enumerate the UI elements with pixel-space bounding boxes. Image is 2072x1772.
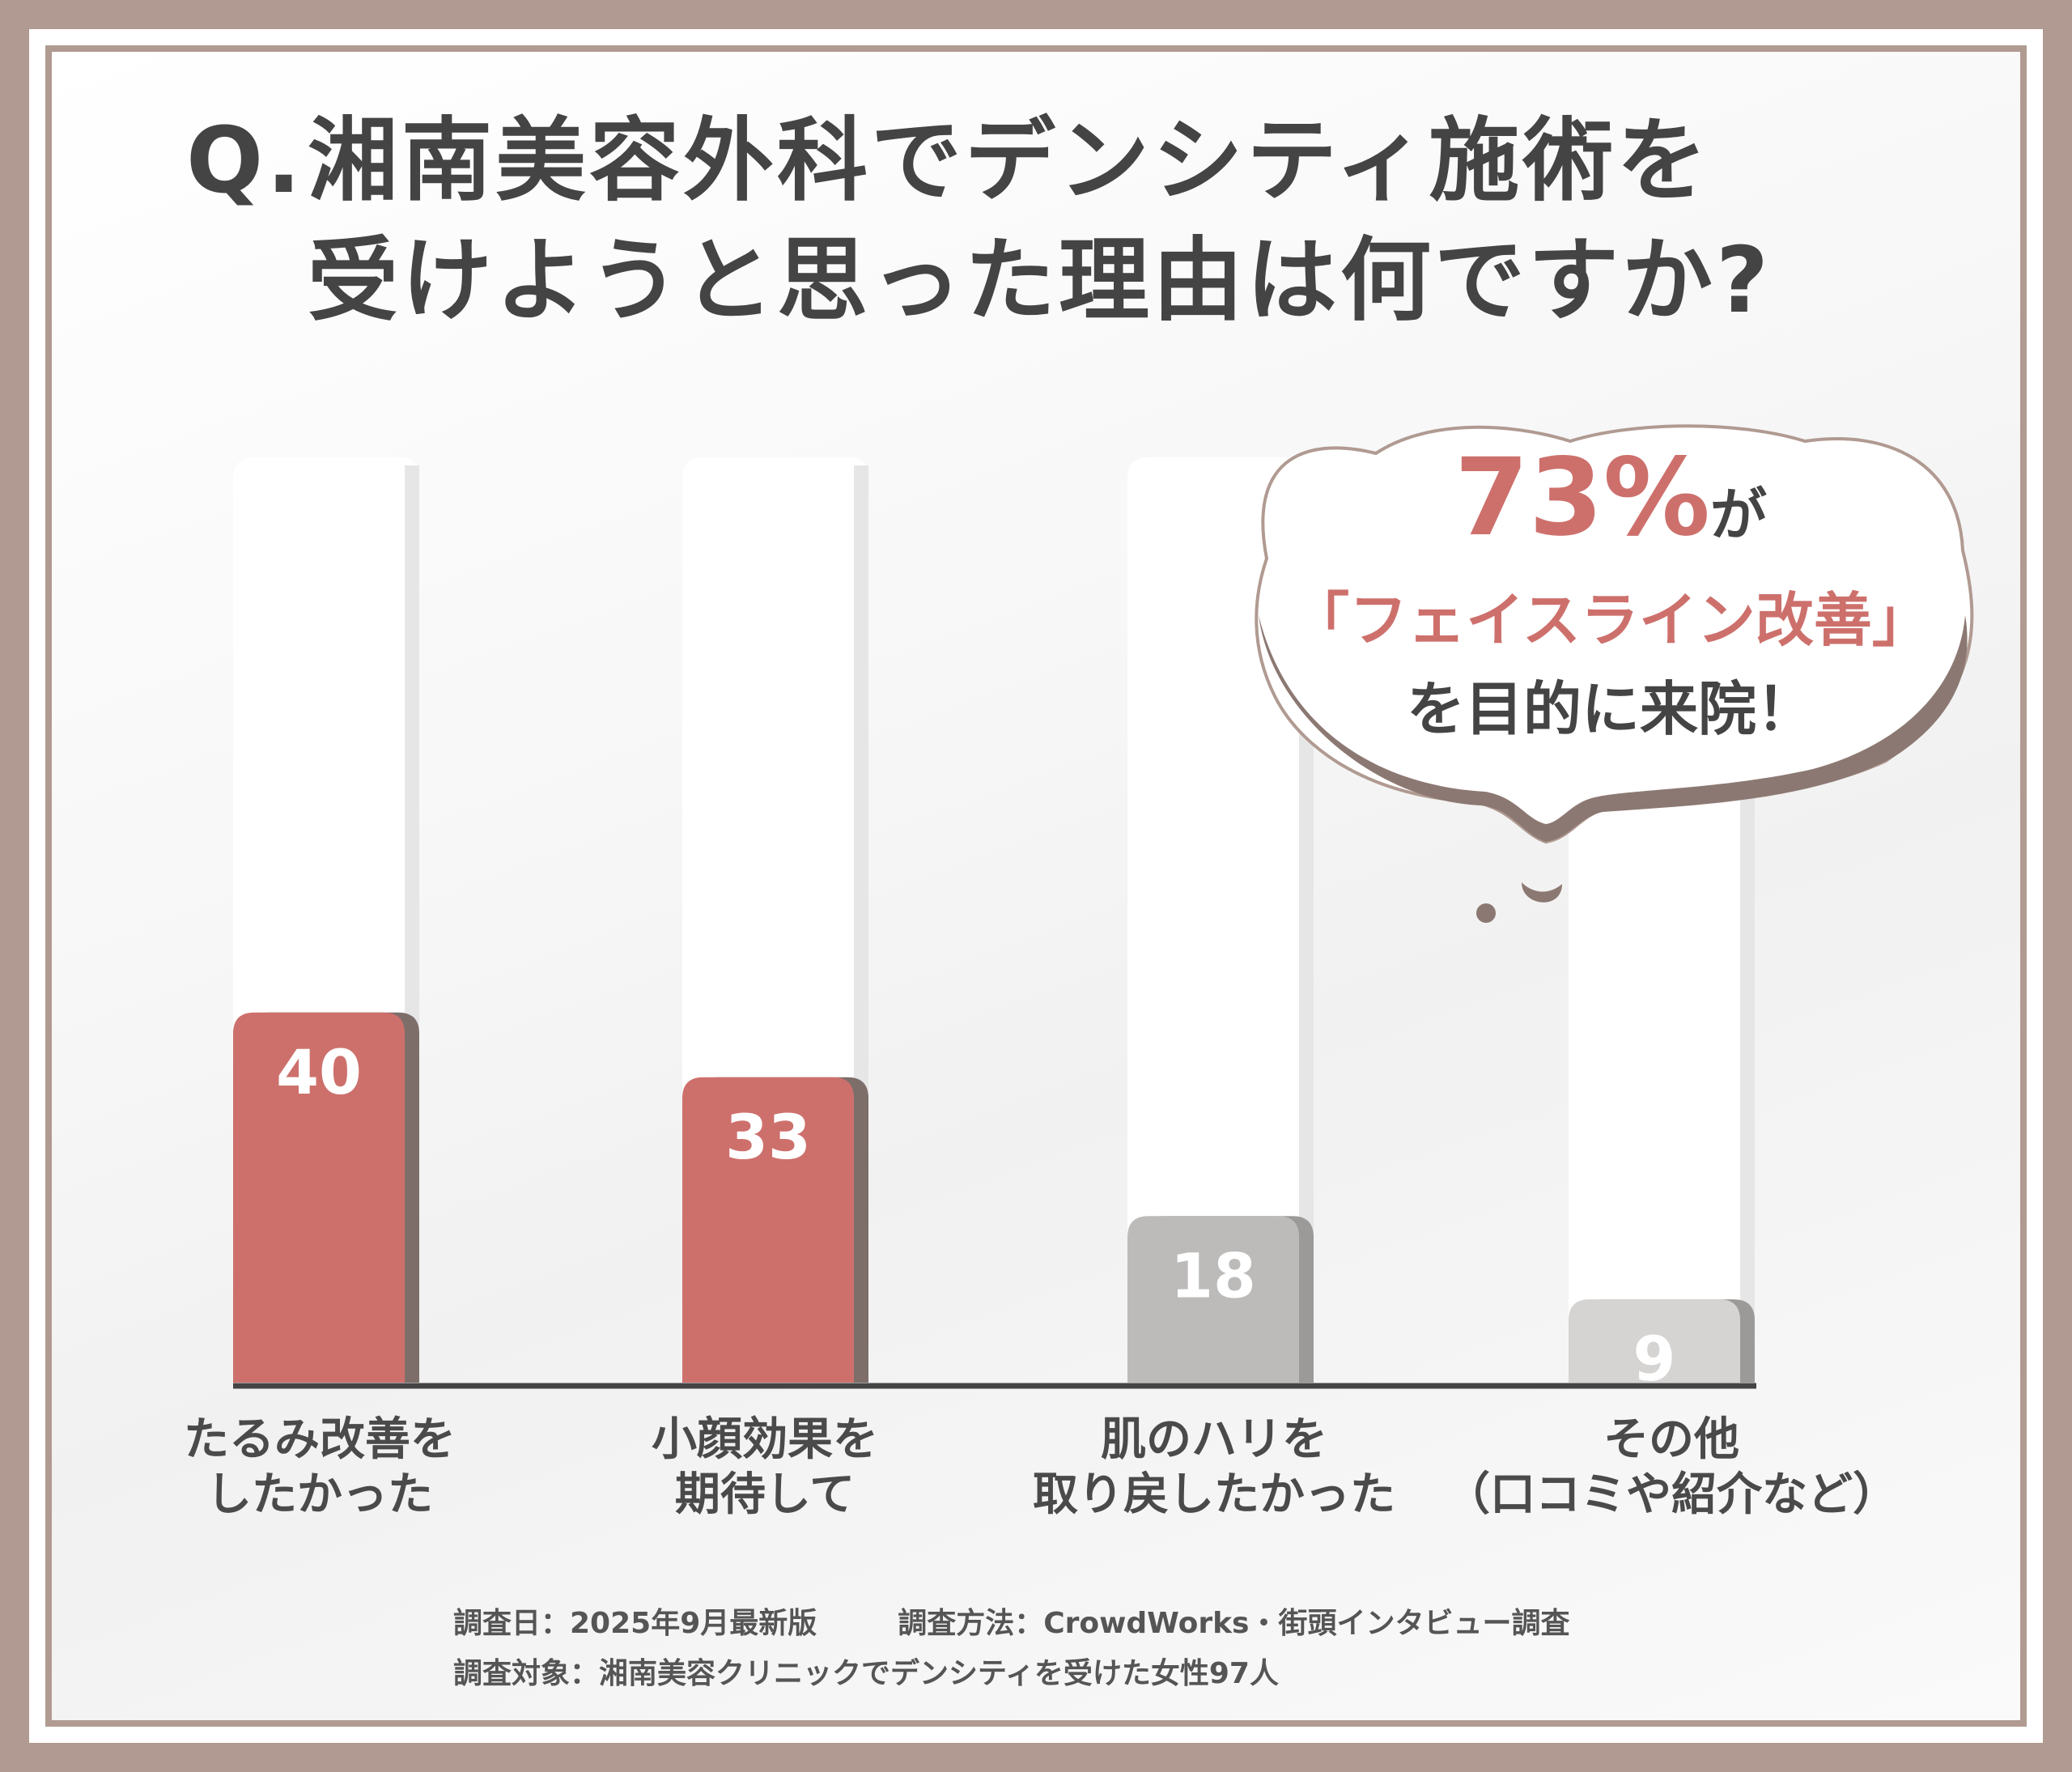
speech-bubble: [1255, 424, 1974, 923]
bar: [233, 1012, 405, 1383]
footnote-method: 調査方法：CrowdWorks・街頭インタビュー調査: [898, 1607, 1570, 1640]
question-line-1: 湘南美容外科でデンシティ施術を: [308, 108, 1711, 214]
callout-line-3: を目的に来院！: [1406, 675, 1815, 743]
callout-text: 73%が 「フェイスライン改善」 を目的に来院！: [1230, 437, 1991, 754]
background-column: [1127, 457, 1314, 1383]
question-line-2: 受けようと思った理由は何ですか?: [308, 228, 1772, 334]
callout-percent: 73%: [1454, 436, 1710, 560]
category-label-4: その他 （口コミや紹介など）: [1445, 1413, 1898, 1521]
bar-value-label: 40: [276, 1036, 362, 1108]
bar: [1569, 1299, 1740, 1383]
bar-value-label: 9: [1633, 1323, 1676, 1395]
bar: [682, 1077, 854, 1383]
bubble-drop-large: [1522, 882, 1562, 903]
question-prefix: Q.: [186, 108, 304, 214]
category-label-3: 肌のハリを 取り戻したかった: [1033, 1413, 1395, 1521]
survey-footnotes: 調査日：2025年9月最新版 調査方法：CrowdWorks・街頭インタビュー調査…: [453, 1599, 1569, 1699]
callout-particle: が: [1709, 482, 1767, 548]
category-label-2: 小顔効果を 期待して: [652, 1413, 878, 1521]
bar-value-label: 18: [1170, 1239, 1256, 1311]
bar-value-label: 33: [725, 1101, 811, 1173]
footnote-date: 調査日：2025年9月最新版: [453, 1607, 817, 1640]
speech-bubble-shadow: [1259, 615, 1968, 842]
bars-group: 40 33 18 9: [233, 1012, 1755, 1395]
bar: [1127, 1216, 1299, 1383]
callout-line-2: 「フェイスライン改善」: [1291, 586, 1930, 654]
category-label-1: たるみ改善を したかった: [184, 1413, 456, 1521]
bubble-drop-small: [1476, 903, 1496, 923]
question-title: Q.湘南美容外科でデンシティ施術を 受けようと思った理由は何ですか?: [186, 101, 1772, 341]
footnote-target: 調査対象：湘南美容クリニックでデンシティを受けた女性97人: [453, 1657, 1279, 1690]
